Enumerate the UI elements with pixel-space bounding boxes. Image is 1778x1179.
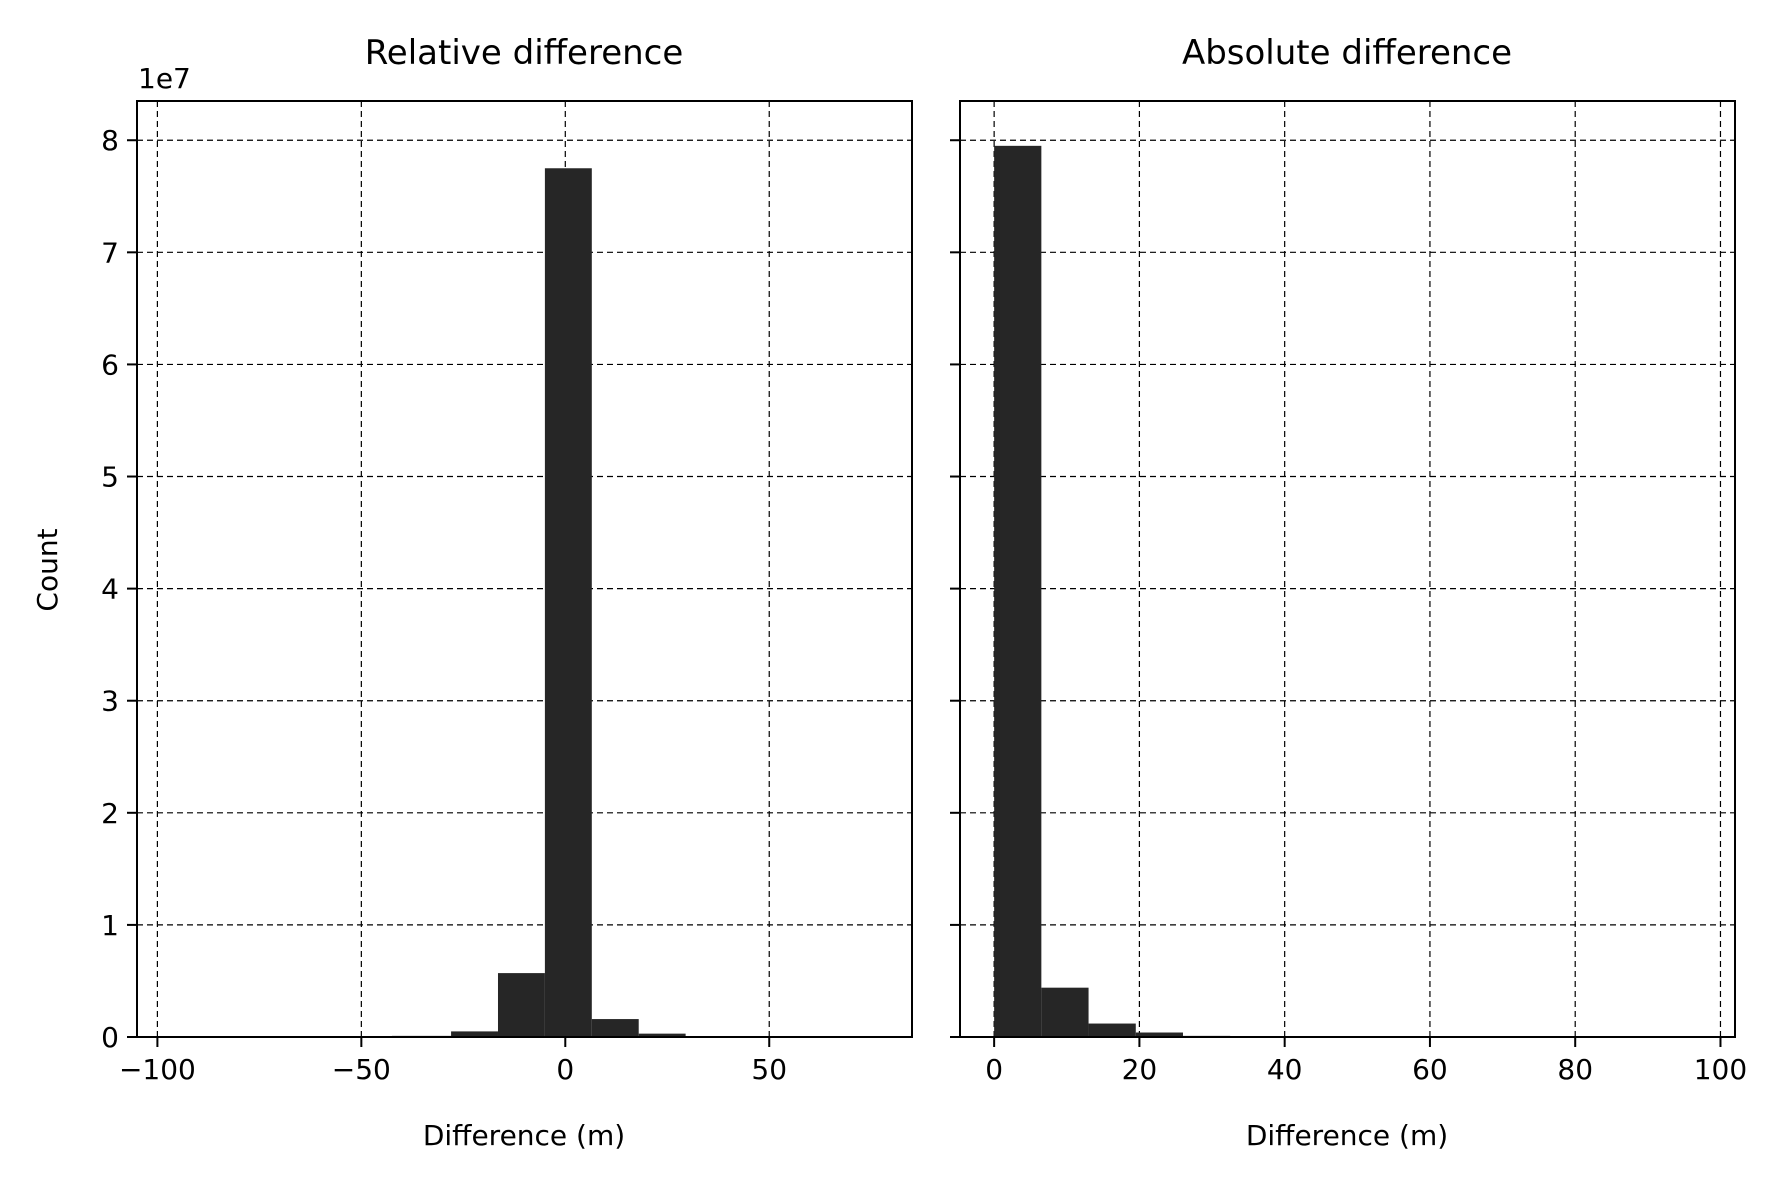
relative-x-tick-label: 50	[751, 1053, 787, 1086]
relative-ticks: −100 −50 0 50 0 1 2 3 4 5 6 7 8	[101, 124, 787, 1086]
relative-difference-panel: Relative difference 1e7 Count Difference…	[31, 33, 913, 1152]
relative-histogram-bar	[497, 973, 545, 1037]
absolute-histogram-bar	[994, 145, 1042, 1037]
relative-plot-frame	[136, 100, 913, 1038]
relative-x-axis-label: Difference (m)	[423, 1119, 625, 1152]
relative-bars	[391, 168, 733, 1037]
relative-x-tick-label: −100	[119, 1053, 196, 1086]
absolute-histogram-bar	[1135, 1032, 1183, 1037]
relative-histogram-bar	[451, 1031, 498, 1037]
absolute-histogram-bar	[1041, 987, 1089, 1037]
absolute-plot-frame	[959, 100, 1736, 1038]
count-axis-label: Count	[31, 528, 64, 611]
relative-y-tick-label: 1	[101, 909, 119, 942]
relative-histogram-bar	[591, 1019, 639, 1037]
relative-x-tick-label: −50	[332, 1053, 391, 1086]
absolute-difference-panel: Absolute difference Difference (m) 0 20 40…	[950, 33, 1747, 1152]
absolute-x-tick-label: 40	[1267, 1053, 1303, 1086]
absolute-ticks: 0 20 40 60 80 100	[950, 139, 1747, 1086]
absolute-x-tick-label: 0	[985, 1053, 1003, 1086]
relative-y-tick-label: 3	[101, 685, 119, 718]
relative-y-tick-label: 6	[101, 348, 119, 381]
relative-difference-title: Relative difference	[365, 33, 684, 73]
absolute-bars	[994, 145, 1231, 1037]
absolute-x-axis-label: Difference (m)	[1246, 1119, 1448, 1152]
absolute-difference-title: Absolute difference	[1182, 33, 1512, 73]
absolute-x-tick-label: 100	[1694, 1053, 1747, 1086]
relative-histogram-bar	[638, 1033, 686, 1037]
y-offset-label: 1e7	[138, 62, 191, 95]
absolute-x-tick-label: 20	[1122, 1053, 1158, 1086]
absolute-x-tick-label: 60	[1412, 1053, 1448, 1086]
relative-y-tick-label: 8	[101, 124, 119, 157]
relative-x-tick-label: 0	[556, 1053, 574, 1086]
relative-y-tick-label: 5	[101, 461, 119, 494]
relative-y-tick-label: 4	[101, 573, 119, 606]
relative-y-tick-label: 2	[101, 797, 119, 830]
absolute-histogram-bar	[1088, 1023, 1136, 1037]
relative-histogram-bar	[544, 168, 592, 1037]
absolute-x-tick-label: 80	[1557, 1053, 1593, 1086]
relative-y-tick-label: 7	[101, 236, 119, 269]
relative-y-tick-label: 0	[101, 1021, 119, 1054]
